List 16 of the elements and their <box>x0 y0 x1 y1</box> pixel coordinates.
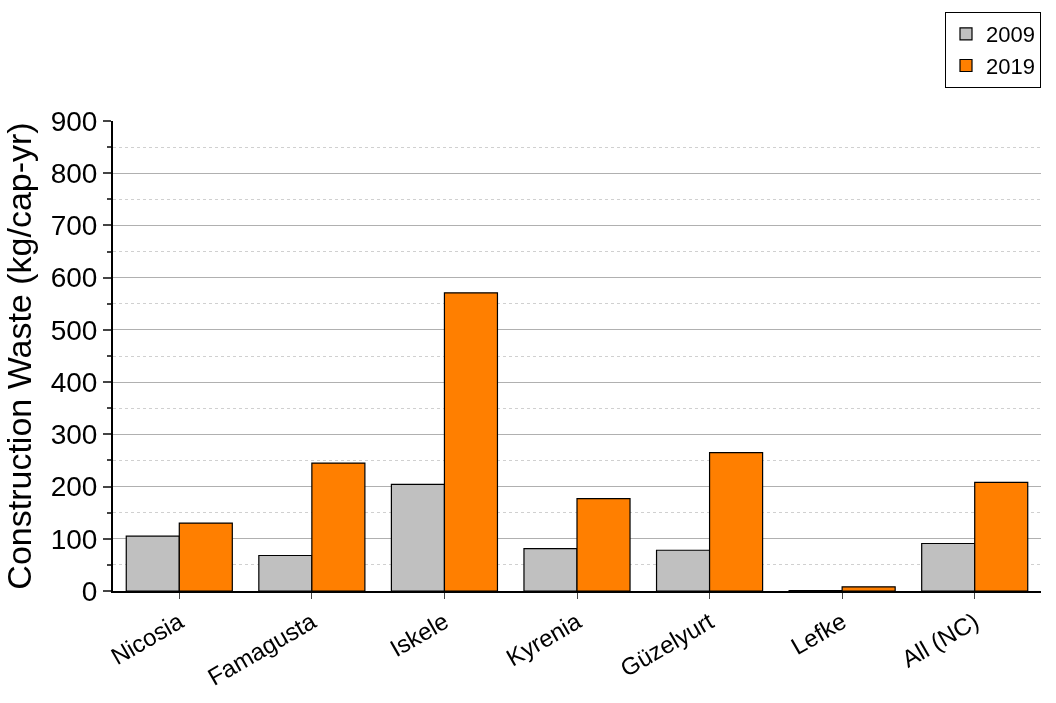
y-axis-title: Construction Waste (kg/cap-yr) <box>0 122 38 590</box>
y-tick-label: 500 <box>50 314 98 346</box>
y-tick-label: 0 <box>81 575 98 607</box>
x-tick-label: All (NC) <box>896 607 984 673</box>
y-tick-label: 600 <box>50 262 98 294</box>
x-tick-label: Iskele <box>385 607 453 662</box>
y-tick-label: 400 <box>50 366 98 398</box>
legend-label: 2009 <box>986 22 1035 48</box>
x-tick-label: Lefke <box>786 607 851 660</box>
y-tick-label: 800 <box>50 158 98 190</box>
y-tick-label: 700 <box>50 210 98 242</box>
y-tick-label: 200 <box>50 471 98 503</box>
y-tick-label: 900 <box>50 105 98 137</box>
legend-label: 2019 <box>986 54 1035 80</box>
y-tick-label: 300 <box>50 419 98 451</box>
y-tick-label: 100 <box>50 523 98 555</box>
